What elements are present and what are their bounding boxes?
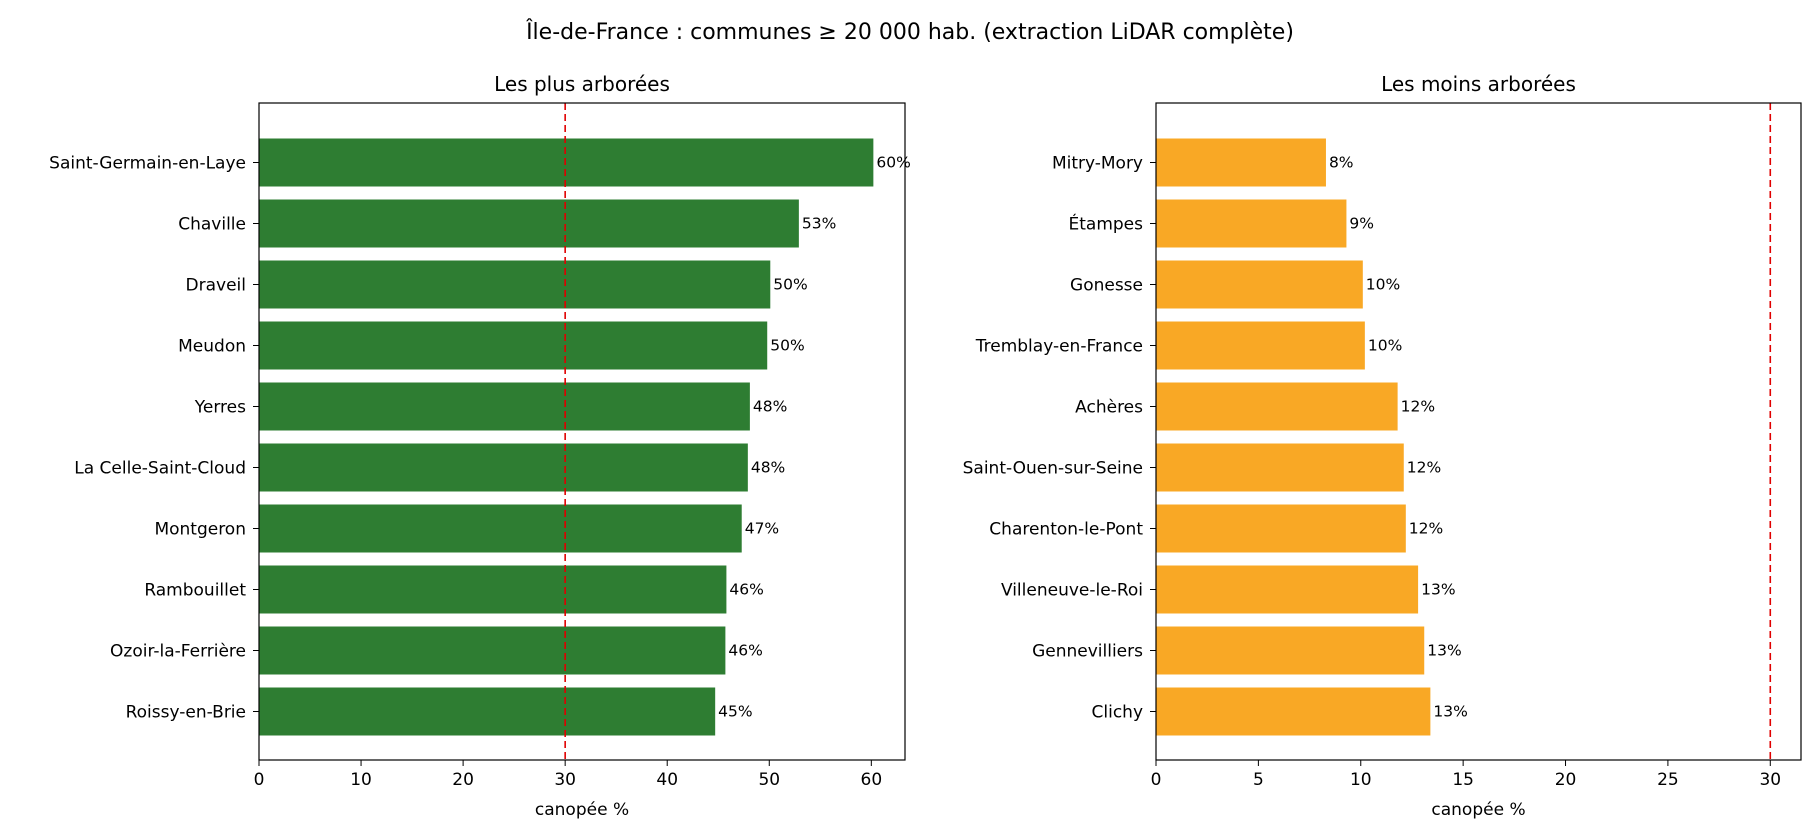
y-tick-label: Étampes	[1069, 213, 1144, 235]
data-label: 12%	[1401, 398, 1435, 416]
data-label: 46%	[729, 581, 763, 599]
bar-6	[259, 443, 748, 492]
x-tick-label: 25	[1657, 770, 1679, 790]
y-tick-label: Draveil	[186, 276, 246, 296]
y-tick-label: Montgeron	[154, 520, 246, 540]
y-tick-label: Gonesse	[1070, 276, 1143, 296]
axes-frame	[258, 102, 906, 761]
y-tick-label: Villeneuve-le-Roi	[1001, 581, 1143, 601]
y-tick-label: Charenton-le-Pont	[989, 520, 1143, 540]
bar-4	[259, 321, 768, 370]
y-tick-label: Rambouillet	[144, 581, 246, 601]
bar-2	[259, 199, 799, 248]
x-axis-label: canopée %	[535, 800, 629, 820]
y-tick-label: Mitry-Mory	[1052, 154, 1143, 174]
axes-frame	[1155, 102, 1802, 761]
x-tick-label: 30	[554, 770, 576, 790]
data-label: 53%	[802, 215, 836, 233]
x-tick-label: 10	[350, 770, 372, 790]
y-tick-label: Yerres	[194, 398, 246, 418]
figure-title: Île-de-France : communes ≥ 20 000 hab. (…	[525, 19, 1294, 45]
y-tick-label: Tremblay-en-France	[975, 337, 1143, 357]
bar-8	[259, 565, 727, 614]
bar-1	[259, 138, 874, 187]
bar-4	[1156, 321, 1365, 370]
y-tick-label: Gennevilliers	[1032, 642, 1143, 662]
bar-6	[1156, 443, 1404, 492]
bar-8	[1156, 565, 1419, 614]
data-label: 10%	[1366, 276, 1400, 294]
y-tick-label: Achères	[1075, 398, 1143, 418]
y-tick-label: Chaville	[178, 215, 246, 235]
x-tick-label: 15	[1452, 770, 1474, 790]
bar-5	[259, 382, 750, 431]
x-tick-label: 5	[1253, 770, 1264, 790]
data-label: 60%	[876, 154, 910, 172]
bar-5	[1156, 382, 1398, 431]
data-label: 50%	[770, 337, 804, 355]
bar-9	[259, 626, 726, 675]
data-label: 47%	[745, 520, 779, 538]
data-label: 48%	[753, 398, 787, 416]
x-tick-label: 10	[1350, 770, 1372, 790]
bar-10	[259, 687, 716, 736]
bar-7	[1156, 504, 1406, 553]
y-tick-label: Meudon	[178, 337, 246, 357]
data-label: 45%	[718, 703, 752, 721]
bar-1	[1156, 138, 1326, 187]
data-label: 13%	[1421, 581, 1455, 599]
y-tick-label: Saint-Ouen-sur-Seine	[963, 459, 1143, 479]
data-label: 12%	[1409, 520, 1443, 538]
x-tick-label: 0	[1151, 770, 1162, 790]
chart-title: Les plus arborées	[494, 72, 670, 96]
x-tick-label: 40	[656, 770, 678, 790]
y-tick-label: Ozoir-la-Ferrière	[110, 642, 246, 662]
data-label: 10%	[1368, 337, 1402, 355]
data-label: 12%	[1407, 459, 1441, 477]
bar-10	[1156, 687, 1431, 736]
y-tick-label: La Celle-Saint-Cloud	[74, 459, 246, 479]
data-label: 13%	[1433, 703, 1467, 721]
y-tick-label: Saint-Germain-en-Laye	[49, 154, 246, 174]
x-axis-label: canopée %	[1431, 800, 1525, 820]
x-tick-label: 20	[452, 770, 474, 790]
chart-panel-most-wooded: Les plus arborées Saint-Germain-en-Laye 60…	[49, 72, 911, 820]
x-tick-label: 0	[254, 770, 265, 790]
x-tick-label: 20	[1555, 770, 1577, 790]
bar-9	[1156, 626, 1425, 675]
data-label: 13%	[1427, 642, 1461, 660]
chart-title: Les moins arborées	[1381, 72, 1576, 96]
chart-panel-least-wooded: Les moins arborées Mitry-Mory 8% Étampes 9% G…	[963, 72, 1802, 820]
bar-7	[259, 504, 742, 553]
data-label: 8%	[1329, 154, 1354, 172]
x-tick-label: 50	[758, 770, 780, 790]
x-tick-label: 30	[1759, 770, 1781, 790]
data-label: 46%	[728, 642, 762, 660]
data-label: 9%	[1349, 215, 1374, 233]
bar-3	[259, 260, 771, 309]
bar-2	[1156, 199, 1347, 248]
bar-3	[1156, 260, 1363, 309]
data-label: 50%	[773, 276, 807, 294]
y-tick-label: Roissy-en-Brie	[126, 703, 246, 723]
y-tick-label: Clichy	[1092, 703, 1144, 723]
x-tick-label: 60	[861, 770, 883, 790]
data-label: 48%	[751, 459, 785, 477]
